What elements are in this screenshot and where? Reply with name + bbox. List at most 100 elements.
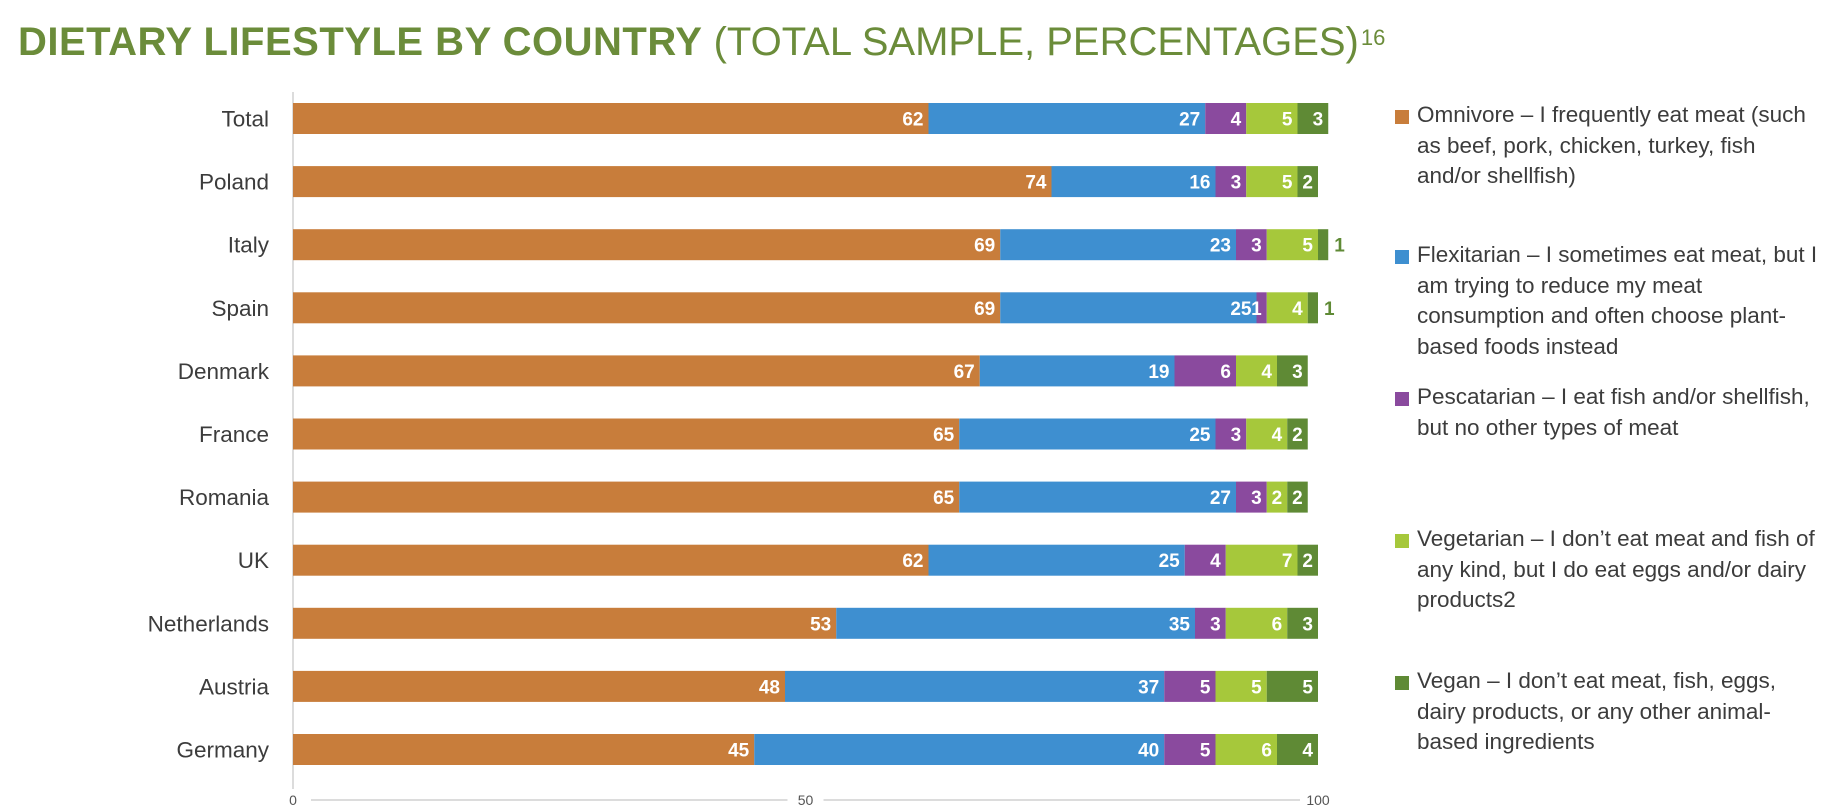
bar-segment-omnivore xyxy=(293,607,837,639)
bar-segment-pescatarian xyxy=(1184,544,1226,576)
bar-row-total: Total 62 27 4 5 3 xyxy=(221,103,1329,134)
bar-segment-flexitarian xyxy=(959,481,1236,513)
bar-segment-flexitarian xyxy=(959,418,1216,450)
bar-segment-flexitarian xyxy=(836,607,1195,639)
data-label-flexitarian: 19 xyxy=(1148,362,1169,383)
bar-segment-vegetarian xyxy=(1225,607,1288,639)
data-label-pescatarian: 6 xyxy=(1220,362,1231,383)
category-label-spain: Spain xyxy=(211,296,269,321)
bar-row-italy: Italy 69 23 3 5 1 xyxy=(228,229,1345,261)
category-label-austria: Austria xyxy=(199,674,270,699)
category-label-total: Total xyxy=(221,107,269,132)
data-label-flexitarian: 27 xyxy=(1210,488,1231,509)
legend-label-vegan: Vegan – I don’t eat meat, fish, eggs, da… xyxy=(1417,668,1776,754)
data-label-omnivore: 65 xyxy=(933,488,955,509)
x-tick-label-0: 0 xyxy=(289,792,297,808)
bar-segment-vegetarian xyxy=(1225,544,1298,576)
bar-segment-omnivore xyxy=(293,734,755,765)
category-label-netherlands: Netherlands xyxy=(148,611,269,636)
data-label-pescatarian: 3 xyxy=(1210,614,1221,635)
bar-segment-pescatarian xyxy=(1215,166,1247,198)
data-label-vegan: 3 xyxy=(1302,614,1313,635)
data-label-pescatarian: 1 xyxy=(1251,299,1262,320)
bar-segment-flexitarian xyxy=(979,355,1175,387)
bar-segment-flexitarian xyxy=(1000,229,1236,261)
bar-segment-vegetarian xyxy=(1246,418,1288,450)
legend-label-pescatarian: Pescatarian – I eat fish and/or shellfis… xyxy=(1417,384,1810,440)
data-label-omnivore: 53 xyxy=(810,614,831,635)
legend-label-vegetarian: Vegetarian – I don’t eat meat and fish o… xyxy=(1417,526,1815,612)
data-label-vegan: 5 xyxy=(1302,677,1313,698)
bar-segment-pescatarian xyxy=(1164,734,1216,765)
bar-segment-vegan xyxy=(1266,670,1318,702)
data-label-omnivore: 69 xyxy=(974,236,995,257)
legend-swatch-omnivore xyxy=(1395,110,1409,124)
title-bold: DIETARY LIFESTYLE BY COUNTRY xyxy=(18,20,703,64)
bar-segment-vegan xyxy=(1277,734,1318,765)
bar-segment-flexitarian xyxy=(754,734,1165,765)
bar-segment-omnivore xyxy=(293,481,960,513)
category-label-germany: Germany xyxy=(176,738,269,763)
bar-segment-omnivore xyxy=(293,103,929,134)
data-label-omnivore: 62 xyxy=(902,551,923,572)
bar-row-spain: Spain 69 25 1 4 1 xyxy=(211,292,1335,324)
bar-segment-flexitarian xyxy=(785,670,1165,702)
legend-label-flexitarian: Flexitarian – I sometimes eat meat, but … xyxy=(1417,242,1818,359)
data-label-vegetarian: 7 xyxy=(1282,551,1293,572)
data-label-vegetarian: 5 xyxy=(1282,173,1293,194)
data-label-pescatarian: 4 xyxy=(1231,110,1242,131)
data-label-vegetarian: 2 xyxy=(1272,488,1283,509)
bar-row-romania: Romania 65 27 3 2 2 xyxy=(179,481,1308,513)
data-label-pescatarian: 3 xyxy=(1231,173,1242,194)
bar-row-uk: UK 62 25 4 7 2 xyxy=(238,544,1318,576)
data-label-vegetarian: 4 xyxy=(1272,425,1283,446)
bar-segment-omnivore xyxy=(293,229,1001,261)
title-footnote: 16 xyxy=(1360,25,1386,50)
bar-row-poland: Poland 74 16 3 5 2 xyxy=(199,166,1318,198)
category-label-poland: Poland xyxy=(199,170,269,195)
data-label-flexitarian: 23 xyxy=(1210,236,1231,257)
bar-segment-vegan xyxy=(1318,229,1329,261)
bar-segment-vegan xyxy=(1287,418,1308,450)
data-label-vegan: 1 xyxy=(1324,299,1335,320)
data-label-vegetarian: 5 xyxy=(1282,110,1293,131)
x-tick-label-100: 100 xyxy=(1306,792,1330,808)
bar-segment-vegan xyxy=(1297,166,1318,198)
bar-segment-flexitarian xyxy=(928,103,1206,134)
category-label-uk: UK xyxy=(238,548,269,573)
data-label-vegetarian: 4 xyxy=(1292,299,1303,320)
bar-segment-vegan xyxy=(1287,481,1308,513)
data-label-pescatarian: 3 xyxy=(1251,236,1262,257)
bar-row-france: France 65 25 3 4 2 xyxy=(199,418,1308,450)
data-label-flexitarian: 25 xyxy=(1159,551,1181,572)
category-label-italy: Italy xyxy=(228,233,270,258)
bar-segment-vegetarian xyxy=(1236,355,1277,387)
bar-segment-omnivore xyxy=(293,418,960,450)
bar-segment-pescatarian xyxy=(1195,607,1226,639)
data-label-flexitarian: 40 xyxy=(1138,741,1159,762)
category-label-france: France xyxy=(199,422,269,447)
bar-segment-flexitarian xyxy=(1051,166,1216,198)
bar-segment-vegan xyxy=(1297,544,1318,576)
data-label-flexitarian: 25 xyxy=(1230,299,1252,320)
chart-title: DIETARY LIFESTYLE BY COUNTRY (TOTAL SAMP… xyxy=(18,14,1385,70)
bar-row-denmark: Denmark 67 19 6 4 3 xyxy=(178,355,1308,387)
data-label-vegan: 3 xyxy=(1292,362,1303,383)
bar-segment-vegan xyxy=(1297,103,1329,134)
legend-swatch-vegetarian xyxy=(1395,534,1409,548)
data-label-omnivore: 48 xyxy=(759,677,780,698)
x-tick-label-50: 50 xyxy=(798,792,814,808)
bar-segment-pescatarian xyxy=(1174,355,1236,387)
data-label-pescatarian: 5 xyxy=(1200,677,1211,698)
data-label-vegan: 2 xyxy=(1302,173,1313,194)
data-label-omnivore: 67 xyxy=(954,362,975,383)
bar-segment-vegan xyxy=(1287,607,1318,639)
bar-row-germany: Germany 45 40 5 6 4 xyxy=(176,734,1318,765)
data-label-flexitarian: 37 xyxy=(1138,677,1159,698)
bar-segment-vegetarian xyxy=(1246,166,1298,198)
legend-swatch-flexitarian xyxy=(1395,250,1409,264)
data-label-vegan: 2 xyxy=(1292,488,1303,509)
data-label-flexitarian: 25 xyxy=(1189,425,1211,446)
bar-segment-flexitarian xyxy=(928,544,1185,576)
